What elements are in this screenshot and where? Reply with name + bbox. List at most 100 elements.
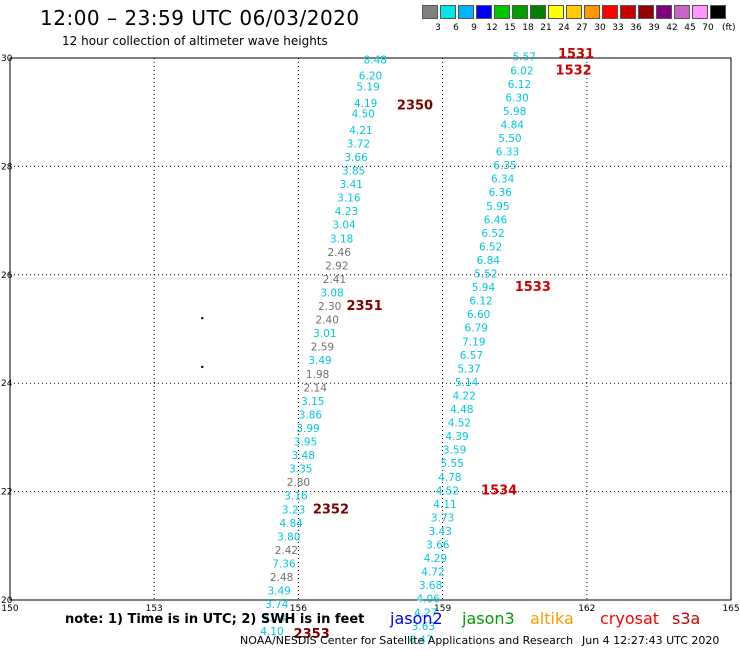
plot-frame [9, 57, 732, 601]
swh-value-label: 4.84 [279, 518, 303, 530]
scale-label: 9 [471, 23, 477, 33]
swh-value-label: 4.48 [450, 404, 473, 416]
swh-value-label: 3.86 [299, 409, 323, 421]
swh-value-label: 6.46 [484, 214, 508, 226]
swh-value-label: 3.68 [419, 580, 442, 592]
swh-value-label: 5.37 [457, 363, 480, 375]
swh-value-label: 4.74 [263, 613, 287, 625]
scale-swatch [566, 5, 582, 19]
x-tick-label: 150 [1, 604, 18, 614]
x-tick-label: 165 [722, 604, 739, 614]
swh-value-label: 4.39 [445, 431, 468, 443]
swh-value-label: 3.66 [344, 152, 368, 164]
swh-value-label: 3.99 [296, 423, 319, 435]
scale-label: 42 [666, 23, 678, 33]
swh-value-label: 3.43 [429, 526, 452, 538]
swh-value-label: 4.11 [433, 499, 456, 511]
swh-value-label: 1.98 [306, 369, 329, 381]
swh-value-label: 5.94 [472, 282, 496, 294]
swh-value-label: 6.20 [359, 71, 382, 83]
swh-value-label: 3.63 [412, 621, 435, 633]
data-point [201, 365, 204, 369]
swh-value-label: 6.52 [479, 241, 502, 253]
swh-value-label: 3.41 [340, 179, 363, 191]
swh-value-label: 6.12 [469, 296, 492, 308]
scale-swatch [620, 5, 636, 19]
swh-value-label: 3.23 [282, 504, 305, 516]
y-tick-label: 20 [1, 596, 13, 606]
swh-value-label: 2.40 [316, 315, 339, 327]
scale-label: 24 [558, 23, 570, 33]
swh-value-label: 5.57 [513, 52, 536, 64]
scale-swatch [476, 5, 492, 19]
time-label: 1531 [558, 47, 594, 62]
swh-value-label: 4.52 [436, 485, 459, 497]
time-label: 1532 [556, 63, 592, 78]
swh-value-label: 3.16 [337, 193, 361, 205]
swh-value-label: 7.36 [272, 558, 296, 570]
x-tick-label: 156 [290, 604, 307, 614]
scale-swatch [710, 5, 726, 19]
swh-value-label: 3.85 [342, 166, 365, 178]
swh-value-label: 3.04 [332, 220, 356, 232]
swh-value-label: 6.79 [465, 323, 488, 335]
swh-value-label: 3.59 [443, 445, 466, 457]
swh-value-label: 4.22 [453, 390, 476, 402]
swh-value-label: 3.80 [277, 531, 300, 543]
swh-value-label: 3.74 [265, 599, 289, 611]
swh-value-label: 2.41 [323, 274, 346, 286]
scale-swatch [422, 5, 438, 19]
swh-value-label: 2.59 [311, 342, 334, 354]
swh-value-label: 5.98 [503, 106, 526, 118]
swh-value-label: 3.48 [292, 450, 315, 462]
swh-value-label: 3.15 [301, 396, 324, 408]
swh-value-label: 5.52 [474, 269, 497, 281]
time-label: 2352 [313, 502, 349, 517]
swh-value-label: 2.14 [304, 382, 328, 394]
swh-value-label: 4.21 [349, 125, 372, 137]
swh-value-label: 3.35 [289, 464, 312, 476]
swh-value-label: 5.55 [441, 458, 464, 470]
time-label: 2353 [294, 627, 330, 642]
swh-value-label: 4.06 [416, 594, 440, 606]
scale-label: 18 [522, 23, 534, 33]
y-tick-label: 26 [1, 271, 13, 281]
swh-value-label: 6.33 [496, 147, 519, 159]
timestamp: Jun 4 12:27:43 UTC 2020 [582, 634, 720, 647]
swh-value-label: 6.84 [477, 255, 501, 267]
scale-swatch [494, 5, 510, 19]
swh-value-label: 4.29 [424, 553, 447, 565]
scale-swatch [638, 5, 654, 19]
scale-label: 33 [612, 23, 624, 33]
chart-subtitle: 12 hour collection of altimeter wave hei… [62, 34, 328, 48]
swh-value-label: 5.50 [498, 133, 521, 145]
swh-value-label: 4.27 [414, 607, 437, 619]
swh-value-label: 5.95 [486, 201, 509, 213]
swh-value-label: 3.73 [431, 512, 454, 524]
swh-value-label: 3.16 [284, 491, 308, 503]
swh-value-label: 3.66 [426, 540, 450, 552]
scale-label: 27 [576, 23, 588, 33]
scale-label: 15 [504, 23, 516, 33]
scale-label: 39 [648, 23, 660, 33]
swh-value-label: 5.19 [356, 82, 379, 94]
swh-value-label: 3.18 [330, 233, 353, 245]
swh-value-label: 7.19 [462, 336, 485, 348]
scale-swatch [602, 5, 618, 19]
swh-value-label: 4.23 [335, 206, 358, 218]
swh-value-label: 2.42 [275, 545, 298, 557]
scale-swatch [458, 5, 474, 19]
scale-label: 36 [630, 23, 642, 33]
time-label: 2351 [346, 299, 382, 314]
swh-value-label: 3.49 [308, 355, 331, 367]
swh-value-label: 3.01 [313, 328, 336, 340]
scale-label: 45 [684, 23, 696, 33]
y-tick-label: 22 [1, 488, 12, 498]
time-label: 2350 [397, 98, 433, 113]
legend-item: jason2 [390, 609, 443, 628]
swh-value-label: 3.08 [320, 287, 343, 299]
scale-swatch [584, 5, 600, 19]
swh-value-label: 6.02 [510, 65, 533, 77]
y-tick-label: 30 [1, 54, 13, 64]
